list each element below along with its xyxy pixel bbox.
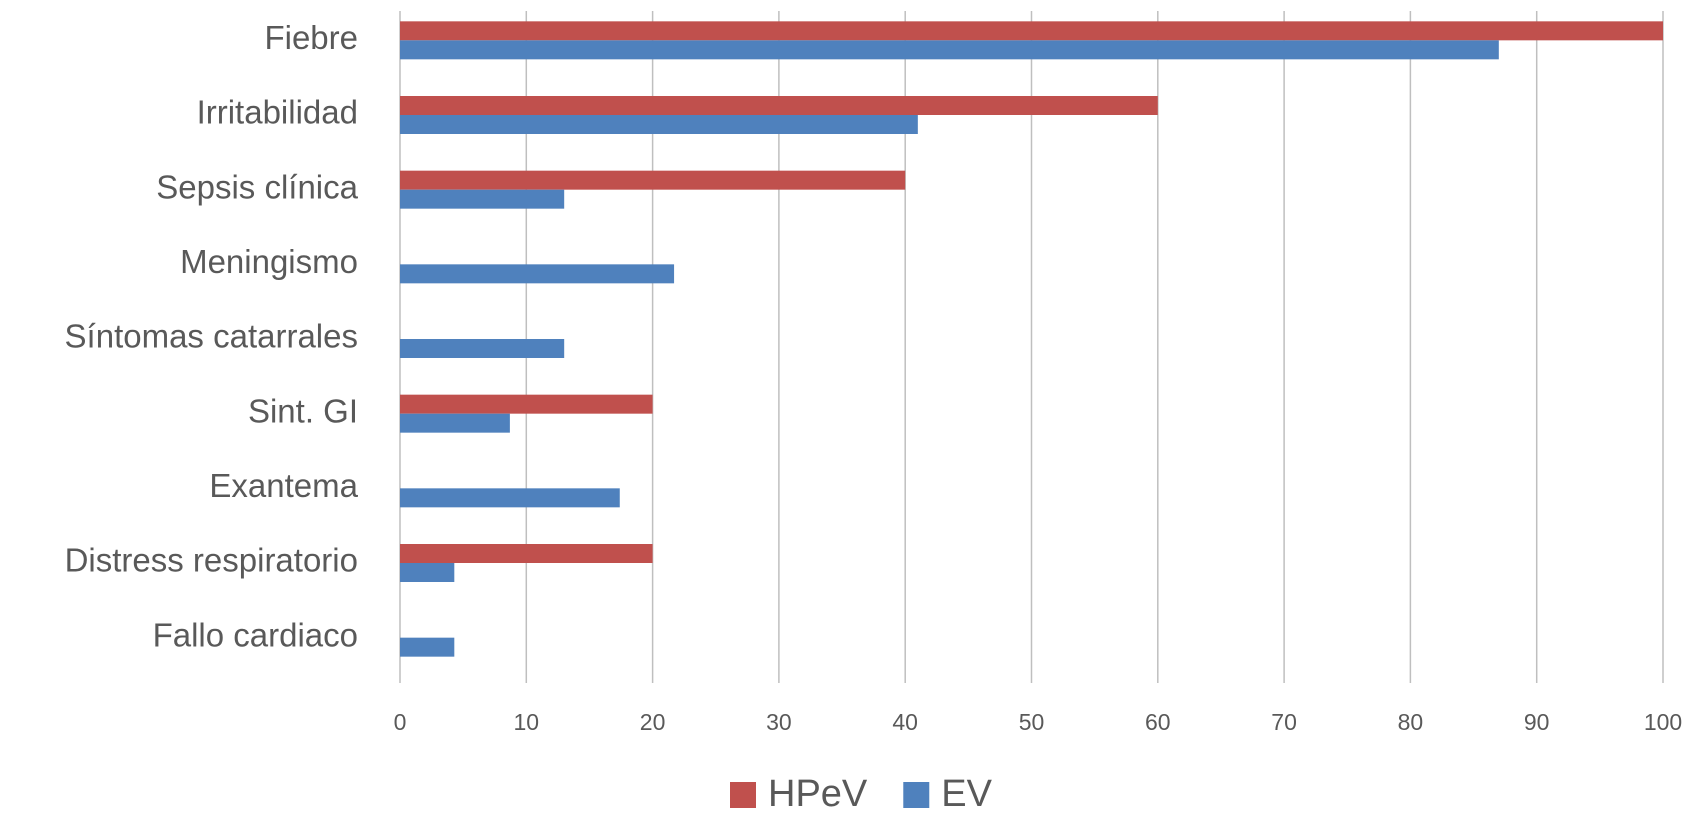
bar bbox=[400, 40, 1499, 60]
bar bbox=[400, 563, 455, 582]
x-tick-label: 40 bbox=[892, 709, 918, 735]
bar bbox=[400, 189, 565, 209]
bar bbox=[400, 339, 565, 358]
bar bbox=[400, 21, 1663, 41]
y-tick-label: Síntomas catarrales bbox=[65, 318, 358, 355]
x-tick-label: 90 bbox=[1524, 709, 1550, 735]
bar bbox=[400, 413, 510, 433]
bar bbox=[400, 637, 455, 657]
y-tick-label: Sepsis clínica bbox=[156, 168, 358, 205]
legend-label: EV bbox=[941, 773, 992, 812]
bar bbox=[400, 170, 906, 190]
bar bbox=[400, 115, 918, 134]
bar bbox=[400, 264, 675, 284]
legend-label: HPeV bbox=[768, 773, 868, 812]
y-tick-label: Fallo cardiaco bbox=[153, 616, 358, 653]
x-tick-label: 60 bbox=[1145, 709, 1171, 735]
legend-swatch bbox=[903, 782, 930, 808]
y-tick-label: Fiebre bbox=[264, 19, 358, 56]
bar bbox=[400, 96, 1158, 115]
x-tick-label: 100 bbox=[1644, 709, 1682, 735]
x-tick-label: 80 bbox=[1398, 709, 1424, 735]
bar bbox=[400, 544, 653, 563]
legend-swatch bbox=[730, 782, 756, 808]
y-tick-label: Sint. GI bbox=[248, 392, 358, 429]
bar bbox=[400, 488, 620, 508]
x-tick-label: 50 bbox=[1019, 709, 1045, 735]
y-tick-label: Exantema bbox=[209, 467, 358, 504]
x-tick-label: 0 bbox=[394, 709, 407, 735]
x-tick-label: 10 bbox=[514, 709, 540, 735]
y-tick-label: Irritabilidad bbox=[197, 94, 358, 131]
x-tick-label: 20 bbox=[640, 709, 666, 735]
x-tick-label: 30 bbox=[766, 709, 792, 735]
y-tick-label: Distress respiratorio bbox=[65, 542, 358, 579]
y-tick-label: Meningismo bbox=[180, 243, 358, 280]
x-tick-label: 70 bbox=[1271, 709, 1297, 735]
bar bbox=[400, 394, 653, 414]
